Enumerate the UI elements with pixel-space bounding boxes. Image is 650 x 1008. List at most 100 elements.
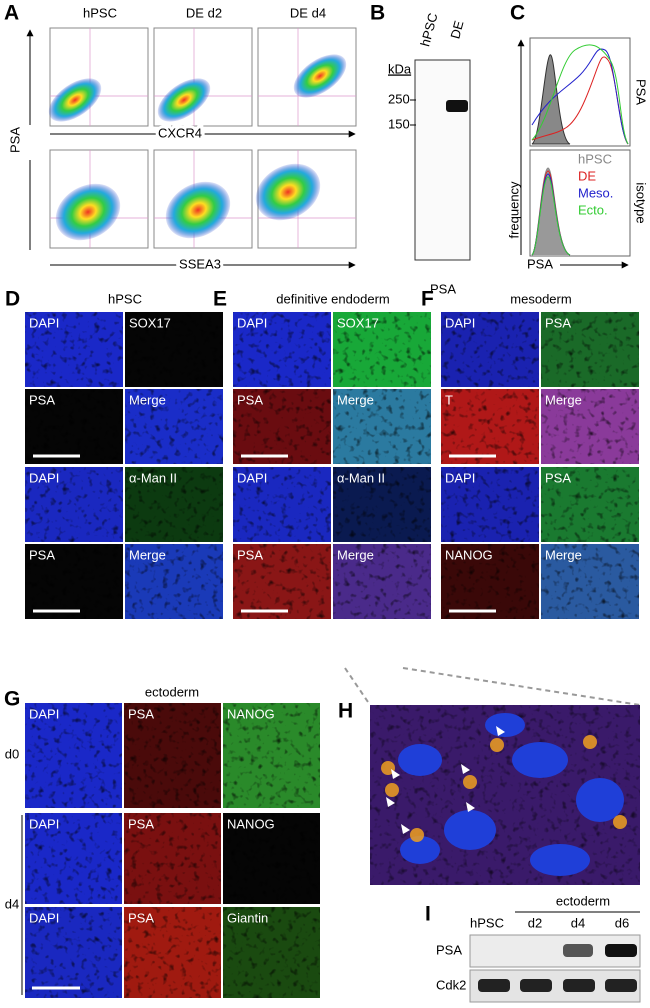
row-label: Cdk2 [436, 977, 466, 992]
texture [25, 467, 123, 542]
tile-label: SOX17 [337, 315, 379, 330]
golgi-signal [613, 815, 627, 829]
axis-label: frequency [506, 181, 521, 239]
texture [25, 312, 123, 387]
nucleus [485, 713, 525, 737]
cell-density [165, 181, 231, 239]
tile-label: DAPI [29, 706, 59, 721]
golgi-signal [583, 735, 597, 749]
arrowhead [386, 797, 395, 807]
lane-label: d2 [528, 915, 542, 930]
texture [333, 389, 431, 464]
row-label: d0 [5, 746, 19, 761]
texture [541, 544, 639, 619]
texture [125, 544, 223, 619]
panel-letter: D [5, 288, 20, 311]
nucleus [398, 744, 442, 776]
texture [233, 467, 331, 542]
legend-entry: hPSC [578, 151, 612, 166]
legend-entry: Meso. [578, 185, 613, 200]
texture [333, 544, 431, 619]
panel-letter: B [370, 2, 385, 25]
tile-label: PSA [237, 392, 263, 407]
lane-label: hPSC [417, 11, 440, 48]
panel-title: hPSC [108, 291, 142, 306]
tile-label: Merge [545, 547, 582, 562]
tile-label: DAPI [237, 315, 267, 330]
tile-label: PSA [128, 706, 154, 721]
golgi-signal [410, 828, 424, 842]
tile-label: PSA [545, 470, 571, 485]
arrowhead [496, 726, 505, 736]
band [605, 979, 637, 992]
tile-label: DAPI [29, 910, 59, 925]
texture [223, 703, 320, 808]
row-label: PSA [634, 79, 649, 105]
row-label: PSA [436, 942, 462, 957]
band [605, 944, 637, 957]
tile-label: PSA [128, 816, 154, 831]
texture [441, 544, 539, 619]
column-header: DE d4 [290, 5, 326, 20]
axis-label: PSA [527, 256, 553, 271]
legend-entry: Ecto. [578, 202, 608, 217]
tile-label: Merge [337, 392, 374, 407]
unit-label: kDa [388, 61, 412, 76]
histogram [531, 44, 629, 145]
marker-label: 250 [388, 91, 410, 106]
tile-label: NANOG [227, 816, 275, 831]
panel-letter: C [510, 2, 525, 25]
tile-label: Merge [545, 392, 582, 407]
band [478, 979, 510, 992]
texture [124, 813, 221, 904]
texture [223, 907, 320, 998]
axis-label: CXCR4 [158, 125, 202, 140]
golgi-signal [490, 738, 504, 752]
cell-density [48, 78, 102, 122]
lane-label: d6 [615, 915, 629, 930]
texture [25, 544, 123, 619]
texture [441, 467, 539, 542]
texture [25, 703, 122, 808]
connector [344, 667, 371, 706]
arrowhead [391, 769, 400, 779]
tile-label: DAPI [445, 315, 475, 330]
texture [441, 312, 539, 387]
cell-density [55, 183, 121, 241]
texture [441, 389, 539, 464]
tile-label: Giantin [227, 910, 268, 925]
nucleus [400, 836, 440, 864]
lane-label: d4 [571, 915, 585, 930]
tile-label: DAPI [29, 315, 59, 330]
cell-density [255, 163, 321, 221]
golgi-signal [385, 783, 399, 797]
tile-label: T [445, 392, 453, 407]
tile-label: NANOG [227, 706, 275, 721]
tile-label: PSA [128, 910, 154, 925]
panel-title: definitive endoderm [276, 291, 389, 306]
histogram [531, 176, 571, 256]
lane-label: hPSC [470, 915, 504, 930]
tile-label: PSA [545, 315, 571, 330]
tile-label: PSA [29, 547, 55, 562]
panel-letter: H [338, 700, 353, 723]
band [446, 100, 468, 112]
tile-label: PSA [237, 547, 263, 562]
panel-letter: E [213, 288, 227, 311]
tile-label: DAPI [29, 470, 59, 485]
column-header: DE d2 [186, 5, 222, 20]
band [563, 944, 593, 957]
texture [541, 389, 639, 464]
band [520, 979, 552, 992]
histogram [531, 48, 629, 145]
texture [125, 312, 223, 387]
arrowhead [461, 764, 470, 774]
texture [233, 312, 331, 387]
group-label: ectoderm [556, 893, 610, 908]
cell-density [293, 54, 347, 98]
tile-label: α-Man II [337, 470, 385, 485]
panel-title: mesoderm [510, 291, 571, 306]
axis-label: SSEA3 [179, 256, 221, 271]
tile-label: α-Man II [129, 470, 177, 485]
tile-label: NANOG [445, 547, 493, 562]
